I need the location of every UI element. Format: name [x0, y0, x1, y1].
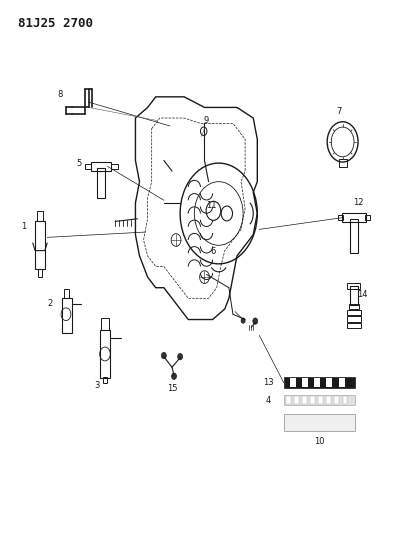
Bar — [347, 322, 361, 328]
Bar — [326, 378, 333, 387]
Bar — [103, 377, 108, 383]
Bar — [37, 211, 43, 221]
Bar — [284, 377, 355, 389]
Text: 3: 3 — [94, 381, 99, 390]
Bar — [286, 397, 291, 404]
Bar — [342, 213, 366, 222]
Circle shape — [241, 318, 245, 323]
Bar — [290, 378, 296, 387]
Circle shape — [178, 353, 182, 360]
Bar — [302, 397, 307, 404]
Text: 1: 1 — [21, 222, 26, 231]
Bar — [35, 221, 45, 269]
Bar — [338, 215, 343, 220]
Bar — [326, 397, 331, 404]
Text: 81J25 2700: 81J25 2700 — [18, 17, 92, 30]
Bar — [347, 310, 361, 316]
Text: 5: 5 — [76, 159, 81, 167]
Bar — [85, 164, 91, 169]
Text: 2: 2 — [47, 299, 53, 308]
Bar — [284, 395, 355, 406]
Bar — [343, 397, 348, 404]
Circle shape — [253, 318, 258, 324]
Bar — [284, 414, 355, 431]
Text: 15: 15 — [167, 384, 177, 393]
Bar — [318, 397, 323, 404]
Bar — [100, 330, 110, 378]
Bar — [101, 318, 109, 330]
Bar — [335, 397, 339, 404]
Bar — [63, 289, 69, 298]
Bar — [348, 284, 360, 289]
Bar — [310, 397, 315, 404]
Bar — [365, 215, 370, 220]
Text: 11: 11 — [207, 201, 217, 210]
Bar — [314, 378, 320, 387]
Text: 12: 12 — [353, 198, 363, 207]
Bar — [350, 219, 358, 253]
Bar — [339, 159, 347, 167]
Text: 4: 4 — [266, 395, 271, 405]
Bar — [97, 168, 105, 198]
Circle shape — [172, 373, 176, 379]
Bar — [339, 378, 345, 387]
Bar — [294, 397, 299, 404]
Text: 9: 9 — [204, 116, 209, 125]
Bar — [38, 269, 43, 277]
Bar — [349, 304, 359, 309]
Bar — [302, 378, 308, 387]
Text: 13: 13 — [263, 378, 274, 387]
Text: 10: 10 — [314, 437, 324, 446]
Text: 8: 8 — [58, 90, 63, 99]
Bar — [350, 286, 358, 305]
Text: 6: 6 — [211, 247, 216, 256]
Bar — [61, 298, 72, 333]
Bar — [347, 317, 361, 321]
Text: 14: 14 — [357, 289, 367, 298]
Bar — [111, 164, 117, 169]
Bar — [91, 161, 111, 171]
Circle shape — [162, 352, 166, 359]
Text: 7: 7 — [336, 107, 341, 116]
